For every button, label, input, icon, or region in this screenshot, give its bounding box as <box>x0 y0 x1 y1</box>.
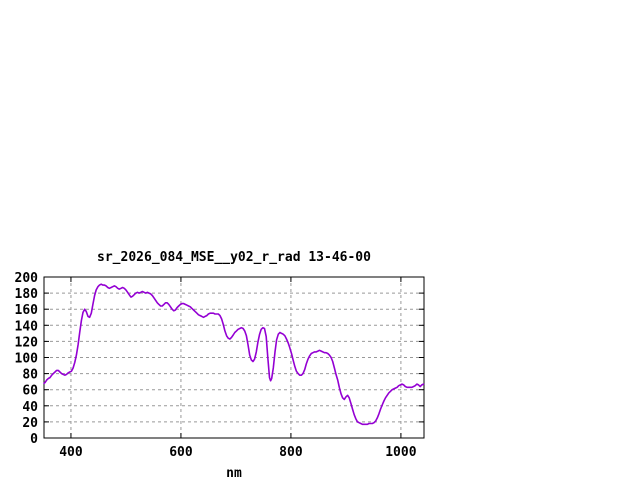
x-tick-label: 1000 <box>385 445 416 460</box>
y-tick-label: 80 <box>22 368 38 383</box>
gridlines <box>44 277 424 438</box>
y-tick-label: 20 <box>22 416 38 431</box>
axis-ticks <box>44 276 424 439</box>
y-tick-label: 60 <box>22 384 38 399</box>
y-tick-label: 40 <box>22 400 38 415</box>
series-line <box>43 283 425 426</box>
x-tick-label: 600 <box>169 445 193 460</box>
x-tick-label: 800 <box>279 445 303 460</box>
y-tick-label: 140 <box>15 319 39 334</box>
x-tick-label: 400 <box>59 445 83 460</box>
y-tick-label: 180 <box>15 287 39 302</box>
chart-title: sr_2026_084_MSE__y02_r_rad 13-46-00 <box>97 250 371 265</box>
x-axis-label: nm <box>226 466 242 480</box>
y-tick-label: 100 <box>15 352 39 367</box>
y-tick-label: 0 <box>30 432 38 447</box>
y-tick-label: 120 <box>15 335 39 350</box>
y-tick-label: 200 <box>15 271 39 286</box>
y-tick-label: 160 <box>15 303 39 318</box>
